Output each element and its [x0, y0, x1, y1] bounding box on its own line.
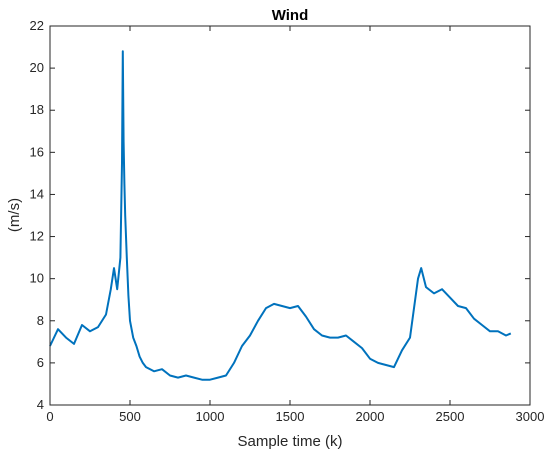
y-axis-label: (m/s): [6, 198, 23, 232]
x-tick-label-1: 500: [119, 409, 141, 424]
chart-title: Wind: [272, 7, 309, 24]
x-tick-label-0: 0: [46, 409, 53, 424]
x-tick-label-5: 2500: [436, 409, 465, 424]
y-tick-label-1: 6: [37, 355, 44, 370]
y-tick-label-7: 18: [30, 102, 44, 117]
x-tick-label-6: 3000: [516, 409, 545, 424]
y-tick-label-8: 20: [30, 60, 44, 75]
series-line-0: [49, 50, 512, 381]
plot-area: [49, 50, 512, 381]
y-tick-label-0: 4: [37, 397, 44, 412]
y-tick-label-3: 10: [30, 271, 44, 286]
x-tick-label-2: 1000: [196, 409, 225, 424]
y-tick-label-6: 16: [30, 144, 44, 159]
x-tick-label-4: 2000: [356, 409, 385, 424]
axes: 0 500 1000 1500 2000 2500 3000 4 6 8 10 12 14 16 18 20 2…: [30, 18, 545, 424]
y-tick-label-5: 14: [30, 186, 44, 201]
x-tick-label-3: 1500: [276, 409, 305, 424]
x-axis-label: Sample time (k): [237, 433, 342, 450]
y-tick-label-4: 12: [30, 229, 44, 244]
y-tick-label-2: 8: [37, 313, 44, 328]
y-tick-label-9: 22: [30, 18, 44, 33]
